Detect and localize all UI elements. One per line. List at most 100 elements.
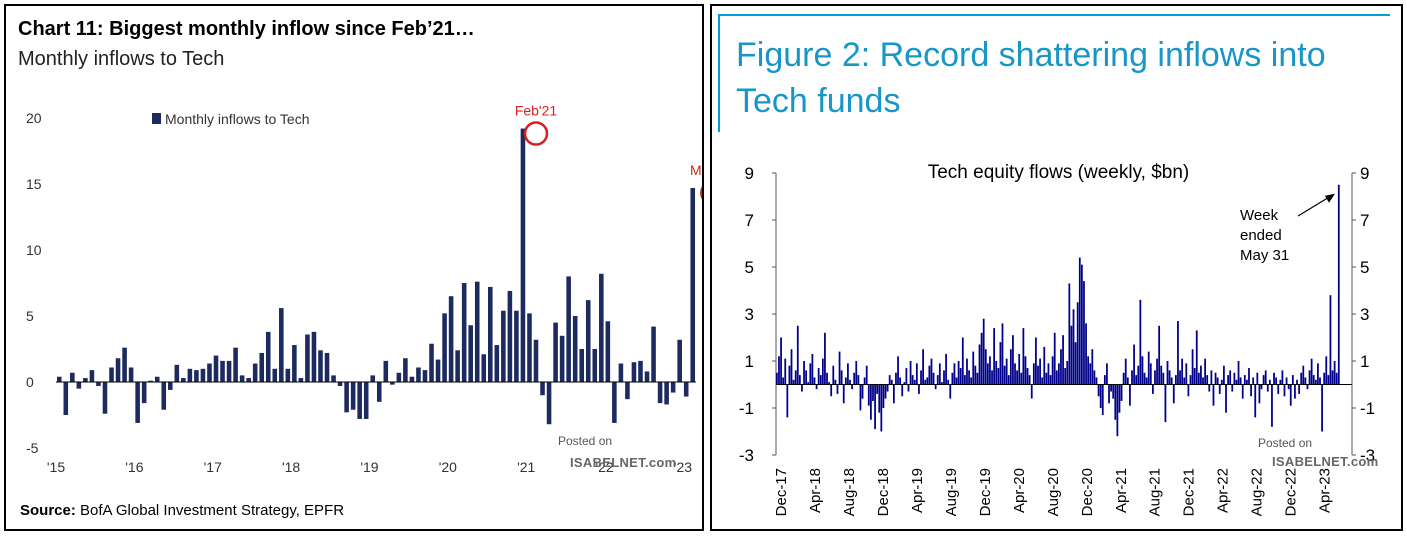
right-bar [857, 375, 860, 385]
right-chart-heading: Figure 2: Record shattering inflows into… [736, 36, 1326, 120]
left-bar [553, 322, 558, 382]
right-bar [915, 363, 918, 385]
right-bar [1152, 384, 1154, 394]
right-bar [1022, 328, 1025, 385]
left-bar [363, 382, 369, 419]
right-bar [1262, 375, 1265, 385]
right-bar [1108, 384, 1110, 404]
right-bar [803, 361, 805, 385]
right-x-tick-label: Dec-18 [875, 468, 892, 516]
right-bar [1204, 358, 1206, 385]
right-bar [911, 375, 914, 385]
right-bar [1214, 372, 1217, 385]
right-bar [1289, 384, 1292, 406]
right-bar [1095, 377, 1098, 385]
right-bar [1135, 375, 1138, 385]
left-y-tick-label: 20 [26, 110, 42, 126]
left-bar [324, 352, 330, 382]
right-bar [1285, 377, 1288, 385]
right-bar [974, 365, 977, 385]
right-bar [1145, 377, 1148, 385]
right-bar [1275, 377, 1278, 385]
right-bar [1233, 372, 1236, 385]
right-bar [949, 384, 952, 399]
right-bar [1246, 379, 1248, 385]
left-bar [89, 370, 95, 382]
right-bar [1118, 384, 1121, 413]
left-annotation-label: May'23 [690, 162, 702, 178]
right-bar [907, 384, 910, 392]
right-bar [1078, 257, 1081, 385]
right-bar [1168, 370, 1171, 385]
right-bar [1149, 363, 1152, 385]
right-bar [1032, 363, 1035, 385]
right-bar [880, 384, 883, 432]
right-bar [1139, 299, 1142, 385]
right-bar [1206, 375, 1209, 385]
left-bar [239, 375, 245, 382]
left-annotation-label: Feb'21 [515, 103, 558, 119]
left-bar [501, 310, 506, 382]
left-bar [651, 326, 656, 382]
right-bar [1080, 264, 1083, 385]
left-bar [226, 360, 232, 382]
right-annotation-line1: Week [1240, 207, 1279, 224]
source-label: Source: [20, 502, 76, 519]
right-bar [930, 358, 933, 385]
left-x-tick-label: '21 [517, 459, 535, 475]
left-bar [527, 313, 532, 382]
right-bar [1141, 356, 1144, 385]
right-bar [997, 368, 1000, 385]
left-bar [187, 368, 193, 382]
right-x-tick-label: Apr-20 [1011, 468, 1028, 513]
right-bar [1160, 365, 1163, 385]
right-bar [901, 384, 904, 397]
left-bar [350, 382, 356, 410]
right-bar [936, 375, 939, 385]
left-x-tick-label: '23 [674, 459, 692, 475]
right-bar [1266, 384, 1269, 392]
right-bar [1114, 384, 1117, 420]
right-bar [1241, 384, 1244, 399]
left-x-tick-label: '19 [360, 459, 378, 475]
right-bar [782, 377, 785, 385]
right-bar [865, 365, 868, 385]
left-bar [638, 360, 643, 382]
right-y-tick-label-right: 9 [1360, 164, 1369, 183]
right-bar [892, 384, 895, 404]
title-accent-bar [718, 14, 720, 132]
right-bar [792, 379, 795, 385]
right-y-tick-label-right: 3 [1360, 305, 1369, 324]
right-bar [1097, 384, 1100, 397]
right-y-tick-label-left: -3 [739, 446, 754, 465]
right-bar [790, 349, 793, 385]
right-y-tick-label-right: -1 [1360, 399, 1375, 418]
right-bar [1321, 384, 1323, 432]
right-bar [926, 377, 929, 385]
right-bar [815, 384, 818, 390]
right-annotation-line3: May 31 [1240, 247, 1289, 264]
right-bar [1110, 384, 1112, 392]
left-x-tick-label: '17 [204, 459, 222, 475]
right-bar [1156, 358, 1158, 385]
right-chart-panel: Figure 2: Record shattering inflows into… [710, 4, 1403, 531]
right-x-tick-label: Aug-18 [841, 468, 858, 516]
left-y-tick-label: 15 [26, 176, 42, 192]
right-bar [1195, 330, 1198, 385]
right-bar [796, 325, 799, 385]
right-bar [872, 384, 874, 401]
right-bar [995, 361, 998, 385]
right-bar [838, 351, 841, 385]
right-bar [826, 372, 828, 385]
right-bar [824, 332, 826, 385]
right-bar [1273, 372, 1275, 385]
right-bar [1319, 377, 1321, 385]
right-bar [1216, 377, 1219, 385]
left-bar [625, 382, 630, 400]
right-bar [807, 382, 810, 385]
right-bar [1103, 375, 1106, 385]
right-bar [1250, 384, 1252, 397]
left-bar [429, 343, 434, 382]
right-bar [1191, 349, 1194, 385]
right-y-tick-label-right: 1 [1360, 352, 1369, 371]
